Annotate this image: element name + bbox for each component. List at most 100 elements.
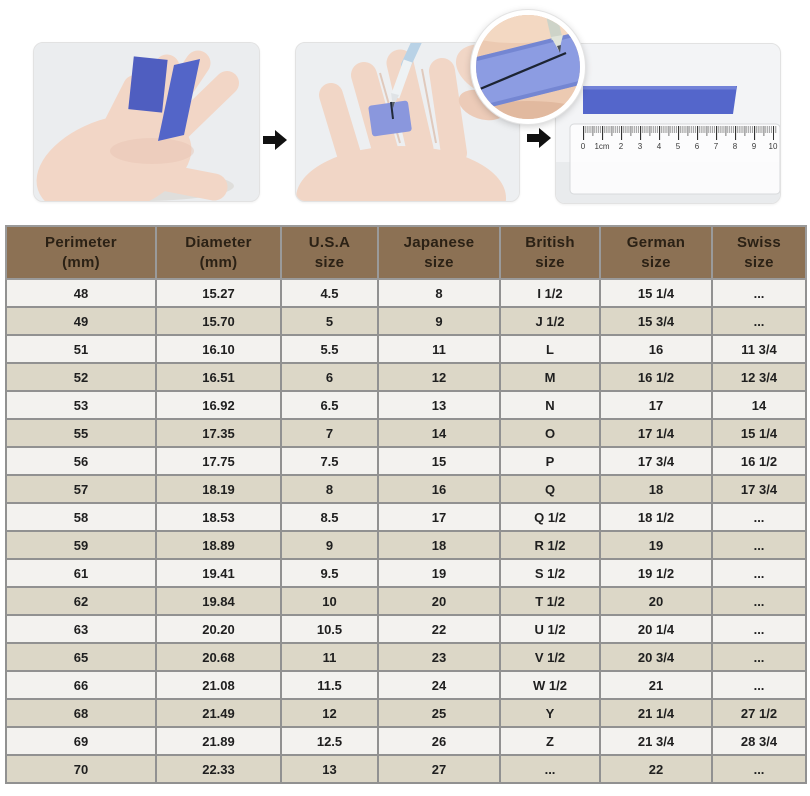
- table-cell: 16 1/2: [599, 362, 713, 392]
- table-cell: 68: [5, 698, 157, 728]
- thumb: [406, 164, 483, 201]
- table-cell: 17.75: [155, 446, 282, 476]
- table-cell: 17.35: [155, 418, 282, 448]
- table-cell: 5: [280, 306, 379, 336]
- table-cell: Z: [499, 726, 601, 756]
- table-cell: 15: [377, 446, 501, 476]
- table-cell: 18: [599, 474, 713, 504]
- table-cell: 13: [280, 754, 379, 784]
- blue-strip-band: [368, 100, 412, 137]
- arrow-right-icon: [527, 128, 551, 148]
- table-cell: 48: [5, 278, 157, 308]
- table-cell: I 1/2: [499, 278, 601, 308]
- table-cell: 52: [5, 362, 157, 392]
- table-cell: 13: [377, 390, 501, 420]
- table-cell: 19: [599, 530, 713, 560]
- instruction-steps: 0 1cm 2 3 4 5 6 7 8 9 10: [0, 0, 810, 225]
- table-cell: 62: [5, 586, 157, 616]
- table-header-row: Perimeter (mm) Diameter (mm) U.S.A size Jap…: [5, 225, 807, 280]
- table-cell: 8: [280, 474, 379, 504]
- table-cell: 6: [280, 362, 379, 392]
- pen-mark: [390, 101, 394, 120]
- blue-paper-strip: [583, 86, 737, 114]
- table-cell: J 1/2: [499, 306, 601, 336]
- table-cell: 5.5: [280, 334, 379, 364]
- table-cell: 7: [280, 418, 379, 448]
- table-cell: 17: [377, 502, 501, 532]
- table-cell: 20: [377, 586, 501, 616]
- table-cell: 12.5: [280, 726, 379, 756]
- table-cell: 55: [5, 418, 157, 448]
- table-cell: 21.08: [155, 670, 282, 700]
- hand-with-strips-illustration: [34, 43, 259, 201]
- table-row: 51 16.10 5.5 11 L 16 11 3/4: [5, 334, 807, 364]
- table-row: 55 17.35 7 14 O 17 1/4 15 1/4: [5, 418, 807, 448]
- table-cell: 27: [377, 754, 501, 784]
- table-cell: 20 1/4: [599, 614, 713, 644]
- table-cell: 49: [5, 306, 157, 336]
- table-cell: 69: [5, 726, 157, 756]
- table-cell: 21: [599, 670, 713, 700]
- pen-mark-line: [479, 51, 567, 91]
- table-cell: 24: [377, 670, 501, 700]
- column-header: Japanese size: [377, 225, 501, 280]
- blue-paper-strip: [128, 56, 168, 113]
- ruler-label: 4: [657, 142, 662, 151]
- table-row: 62 19.84 10 20 T 1/2 20...: [5, 586, 807, 616]
- table-cell: O: [499, 418, 601, 448]
- hand-palm: [36, 113, 192, 201]
- table-cell: P: [499, 446, 601, 476]
- table-cell: ...: [711, 586, 807, 616]
- table-cell: 65: [5, 642, 157, 672]
- table-cell: U 1/2: [499, 614, 601, 644]
- table-cell: 57: [5, 474, 157, 504]
- table-cell: 19.84: [155, 586, 282, 616]
- ruler-label: 2: [619, 142, 624, 151]
- table-cell: 12 3/4: [711, 362, 807, 392]
- ruler-label: 1cm: [594, 142, 609, 151]
- table-cell: 15 3/4: [599, 306, 713, 336]
- table-cell: L: [499, 334, 601, 364]
- table-cell: 17 3/4: [711, 474, 807, 504]
- table-cell: 11 3/4: [711, 334, 807, 364]
- ruler-label: 6: [695, 142, 700, 151]
- table-cell: 17 1/4: [599, 418, 713, 448]
- table-cell: 63: [5, 614, 157, 644]
- table-cell: 19: [377, 558, 501, 588]
- table-cell: 16.92: [155, 390, 282, 420]
- table-cell: ...: [711, 558, 807, 588]
- column-header: Swiss size: [711, 225, 807, 280]
- table-cell: 16: [377, 474, 501, 504]
- table-row: 61 19.41 9.5 19 S 1/2 19 1/2...: [5, 558, 807, 588]
- table-cell: ...: [711, 754, 807, 784]
- table-cell: 56: [5, 446, 157, 476]
- table-cell: 18.89: [155, 530, 282, 560]
- table-cell: 70: [5, 754, 157, 784]
- table-cell: 15.27: [155, 278, 282, 308]
- table-row: 59 18.89 9 18 R 1/2 19...: [5, 530, 807, 560]
- table-cell: 18: [377, 530, 501, 560]
- table-cell: 58: [5, 502, 157, 532]
- table-cell: 16.51: [155, 362, 282, 392]
- table-row: 69 21.89 12.5 26 Z 21 3/4 28 3/4: [5, 726, 807, 756]
- table-row: 70 22.33 13 27... 22...: [5, 754, 807, 784]
- table-cell: 11.5: [280, 670, 379, 700]
- table-cell: 12: [377, 362, 501, 392]
- table-cell: 9: [280, 530, 379, 560]
- table-cell: ...: [711, 306, 807, 336]
- table-cell: 22.33: [155, 754, 282, 784]
- table-cell: 12: [280, 698, 379, 728]
- table-cell: R 1/2: [499, 530, 601, 560]
- blue-paper-strip-slanted: [158, 59, 200, 141]
- table-cell: 8.5: [280, 502, 379, 532]
- ruler-label: 9: [752, 142, 757, 151]
- closeup-illustration: [476, 15, 580, 119]
- table-row: 52 16.51 6 12 M 16 1/2 12 3/4: [5, 362, 807, 392]
- table-cell: 61: [5, 558, 157, 588]
- table-cell: 15.70: [155, 306, 282, 336]
- table-cell: 10.5: [280, 614, 379, 644]
- table-row: 63 20.20 10.5 22 U 1/2 20 1/4...: [5, 614, 807, 644]
- thumb: [128, 159, 228, 201]
- table-cell: 14: [711, 390, 807, 420]
